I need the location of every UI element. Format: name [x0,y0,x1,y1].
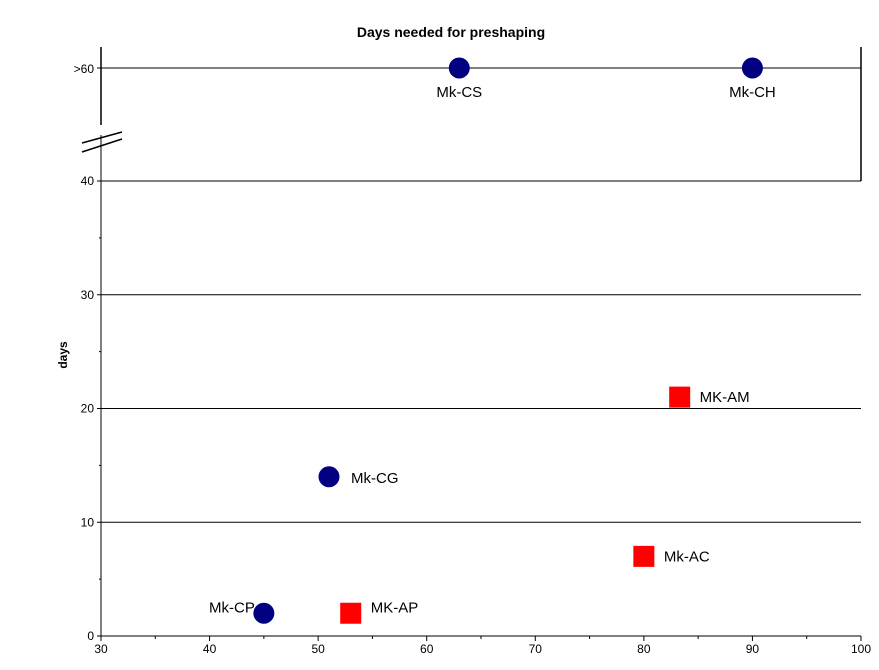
x-tick-label: 80 [637,642,651,656]
circle-point [448,57,470,79]
y-tick-label: 30 [81,288,95,302]
point-label: Mk-CP [209,599,255,616]
axis-break-mark [81,138,123,153]
point-label: Mk-CH [729,84,776,101]
x-tick-label: 40 [203,642,217,656]
square-point [340,602,362,624]
square-point [633,545,655,567]
x-tick-label: 90 [746,642,760,656]
circle-point [741,57,763,79]
point-label: Mk-AC [664,548,710,565]
y-tick-label: 20 [81,402,95,416]
x-tick-label: 50 [311,642,325,656]
point-label: Mk-CS [436,84,482,101]
y-tick-label: 40 [81,174,95,188]
y-axis-label: days [56,341,70,369]
circle-point [253,602,275,624]
chart-title: Days needed for preshaping [357,24,545,40]
axis-break-mark [81,131,123,144]
circle-point [318,466,340,488]
square-point [669,386,691,408]
point-label: Mk-CG [351,470,399,487]
y-tick-label-overflow: >60 [74,62,95,76]
x-tick-label: 60 [420,642,434,656]
point-label: MK-AM [700,389,750,406]
x-tick-label: 30 [94,642,108,656]
y-tick-label: 0 [87,629,94,643]
point-label: MK-AP [371,599,419,616]
x-tick-label: 70 [529,642,543,656]
x-tick-label: 100 [851,642,871,656]
y-tick-label: 10 [81,515,95,529]
